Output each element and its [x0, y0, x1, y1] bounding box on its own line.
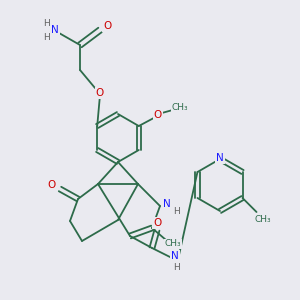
- Text: O: O: [154, 110, 162, 120]
- Text: H: H: [43, 19, 50, 28]
- Text: N: N: [171, 251, 179, 261]
- Text: N: N: [216, 153, 224, 163]
- Text: N: N: [51, 25, 59, 35]
- Text: O: O: [48, 180, 56, 190]
- Text: O: O: [96, 88, 104, 98]
- Text: O: O: [103, 21, 111, 31]
- Text: CH₃: CH₃: [172, 103, 188, 112]
- Text: H: H: [172, 208, 179, 217]
- Text: H: H: [174, 262, 180, 272]
- Text: H: H: [43, 32, 50, 41]
- Text: CH₃: CH₃: [165, 239, 181, 248]
- Text: O: O: [153, 218, 161, 228]
- Text: CH₃: CH₃: [254, 215, 271, 224]
- Text: N: N: [163, 199, 171, 209]
